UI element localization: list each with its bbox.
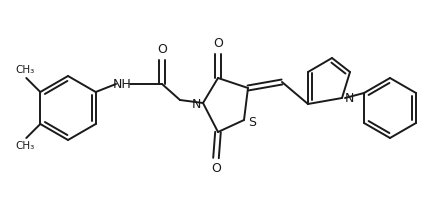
- Text: O: O: [212, 37, 223, 50]
- Text: CH₃: CH₃: [16, 65, 35, 75]
- Text: N: N: [191, 97, 200, 110]
- Text: NH: NH: [113, 77, 131, 90]
- Text: CH₃: CH₃: [16, 141, 35, 151]
- Text: O: O: [211, 162, 220, 175]
- Text: S: S: [247, 116, 255, 129]
- Text: O: O: [157, 43, 166, 56]
- Text: N: N: [343, 91, 353, 105]
